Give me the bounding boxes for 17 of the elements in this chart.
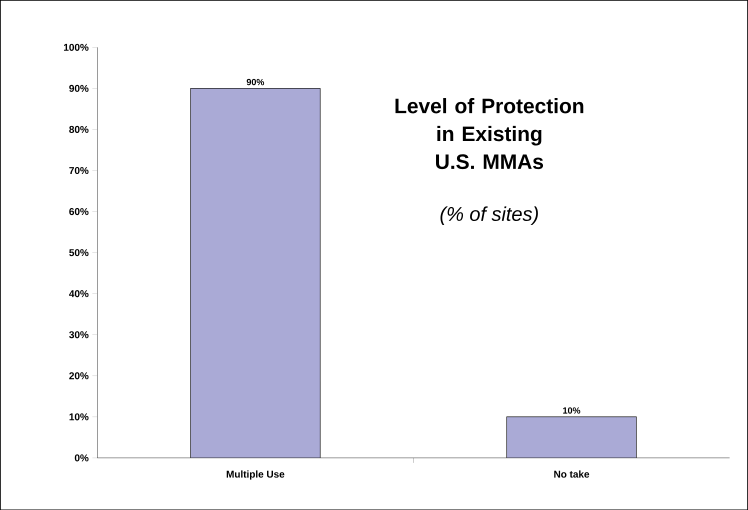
y-tick-label: 50% [69, 248, 89, 256]
data-label: 90% [246, 78, 264, 86]
y-tick-label: 10% [70, 413, 89, 420]
x-tick-label: Multiple Use [226, 470, 284, 480]
y-tick-label: 80% [69, 126, 89, 133]
y-tick-label: 70% [69, 166, 89, 174]
y-tick-label: 100% [64, 44, 89, 51]
text: Level of Protection in Existing U.S. MMAs [396, 98, 584, 169]
text: (% of sites) [440, 206, 538, 225]
y-tick-label: 20% [69, 372, 89, 380]
x-tick-label: No take [554, 470, 590, 478]
y-tick-label: 90% [69, 84, 89, 92]
y-tick-label: 30% [69, 331, 89, 338]
y-tick-label: 40% [69, 290, 89, 298]
y-tick-label: 60% [69, 208, 89, 215]
y-tick-label: 0% [74, 454, 89, 462]
data-label: 10% [563, 407, 580, 414]
